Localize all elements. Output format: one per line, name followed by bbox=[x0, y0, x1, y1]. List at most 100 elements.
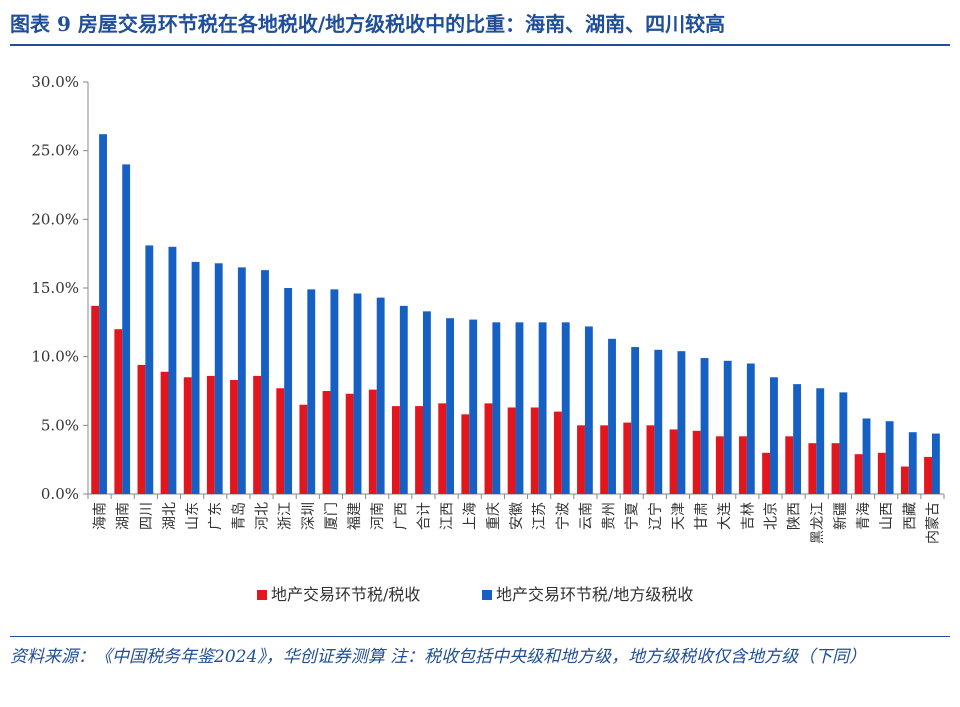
bar-tax-share bbox=[739, 436, 747, 494]
bar-tax-share bbox=[368, 389, 377, 494]
bar-local-tax-share bbox=[584, 326, 593, 494]
bar-tax-share bbox=[900, 466, 909, 494]
bar-local-tax-share bbox=[723, 360, 732, 494]
x-tick-label: 宁波 bbox=[554, 502, 571, 530]
bar-tax-share bbox=[623, 422, 632, 494]
bar-local-tax-share bbox=[561, 322, 570, 494]
bar-tax-share bbox=[715, 436, 724, 494]
bar-tax-share bbox=[137, 364, 146, 494]
x-tick-label: 湖南 bbox=[116, 502, 132, 530]
x-tick-label: 福建 bbox=[347, 502, 363, 530]
bar-tax-share bbox=[924, 456, 932, 494]
bar-tax-share bbox=[230, 380, 238, 494]
bar-local-tax-share bbox=[515, 322, 524, 494]
bar-local-tax-share bbox=[654, 349, 663, 494]
bar-tax-share bbox=[160, 371, 169, 494]
bar-local-tax-share bbox=[168, 246, 177, 494]
bar-chart: 0.0% 5.0% 10.0% 15.0% 20.0% 25.0% 30.0% 海南 湖南 四川湖… bbox=[31, 73, 945, 604]
bar-local-tax-share bbox=[122, 164, 131, 494]
bar-tax-share bbox=[785, 436, 794, 494]
bar-tax-share bbox=[692, 430, 701, 494]
bar-local-tax-share bbox=[746, 363, 755, 494]
x-tick-label: 山东 bbox=[185, 502, 201, 530]
bar-local-tax-share bbox=[631, 347, 640, 494]
bar-local-tax-share bbox=[538, 322, 547, 494]
x-tick-label: 江苏 bbox=[532, 502, 548, 530]
bar-local-tax-share bbox=[908, 432, 917, 494]
bar-local-tax-share bbox=[839, 392, 848, 494]
x-tick-label: 甘肃 bbox=[694, 502, 710, 530]
y-tick-label: 0.0% bbox=[41, 485, 79, 503]
bar-tax-share bbox=[577, 425, 585, 494]
bar-local-tax-share bbox=[330, 289, 339, 494]
bar-tax-share bbox=[183, 377, 192, 494]
bar-tax-share bbox=[415, 406, 423, 494]
bar-local-tax-share bbox=[145, 245, 154, 494]
x-tick-label: 青岛 bbox=[231, 502, 247, 530]
bar-local-tax-share bbox=[376, 297, 385, 494]
bar-local-tax-share bbox=[885, 421, 894, 494]
legend-label: 地产交易环节税/地方级税收 bbox=[496, 585, 693, 604]
bar-tax-share bbox=[114, 329, 123, 494]
bar-tax-share bbox=[808, 443, 817, 494]
bar-tax-share bbox=[484, 403, 493, 494]
bar-local-tax-share bbox=[770, 377, 778, 494]
bar-local-tax-share bbox=[862, 418, 871, 494]
x-tick-label: 吉林 bbox=[740, 502, 756, 530]
bar-tax-share bbox=[253, 375, 262, 494]
x-tick-label: 厦门 bbox=[324, 502, 340, 530]
x-tick-label: 新疆 bbox=[833, 502, 849, 530]
bar-local-tax-share bbox=[931, 433, 940, 494]
bar-tax-share bbox=[646, 425, 655, 494]
bar-local-tax-share bbox=[608, 338, 616, 494]
x-tick-label: 北京 bbox=[763, 502, 779, 530]
bar-local-tax-share bbox=[237, 267, 246, 494]
bar-tax-share bbox=[553, 411, 562, 494]
bar-tax-share bbox=[530, 407, 539, 494]
bar-local-tax-share bbox=[353, 293, 362, 494]
bar-local-tax-share bbox=[469, 319, 478, 494]
chart-title: 图表 9 房屋交易环节税在各地税收/地方级税收中的比重：海南、湖南、四川较高 bbox=[10, 12, 726, 36]
x-tick-label: 大连 bbox=[717, 502, 733, 530]
bar-tax-share bbox=[831, 443, 840, 494]
legend-swatch bbox=[482, 590, 492, 600]
x-tick-label: 合计 bbox=[416, 502, 432, 530]
bar-local-tax-share bbox=[422, 311, 431, 494]
x-tick-label: 天津 bbox=[671, 502, 687, 530]
x-tick-label: 宁夏 bbox=[624, 502, 641, 530]
x-tick-label: 江西 bbox=[440, 502, 456, 530]
bar-local-tax-share bbox=[793, 384, 802, 494]
bar-local-tax-share bbox=[99, 134, 107, 494]
x-tick-label: 广西 bbox=[393, 502, 409, 530]
footer-rule bbox=[10, 636, 950, 637]
x-tick-label: 重庆 bbox=[486, 502, 502, 530]
x-tick-label: 深圳 bbox=[301, 502, 317, 530]
bar-tax-share bbox=[299, 404, 308, 494]
y-tick-label: 10.0% bbox=[31, 348, 79, 366]
y-tick-label: 20.0% bbox=[31, 210, 79, 228]
bar-tax-share bbox=[276, 388, 285, 494]
x-tick-label: 内蒙古 bbox=[925, 502, 941, 544]
bar-tax-share bbox=[461, 414, 470, 494]
bar-tax-share bbox=[762, 452, 771, 494]
x-tick-label: 河北 bbox=[255, 502, 271, 530]
bar-tax-share bbox=[600, 425, 609, 494]
y-tick-label: 5.0% bbox=[41, 416, 79, 434]
bar-tax-share bbox=[669, 429, 678, 494]
x-tick-label: 四川 bbox=[139, 502, 155, 530]
x-tick-label: 河南 bbox=[370, 502, 386, 530]
x-tick-label: 辽宁 bbox=[647, 502, 664, 530]
x-tick-label: 湖北 bbox=[162, 502, 178, 530]
x-tick-label: 广东 bbox=[208, 502, 224, 530]
bar-local-tax-share bbox=[284, 288, 293, 494]
legend-swatch bbox=[257, 590, 267, 600]
x-tick-label: 陕西 bbox=[787, 502, 803, 530]
y-tick-label: 15.0% bbox=[31, 279, 79, 297]
x-tick-label: 浙江 bbox=[278, 502, 294, 530]
x-tick-label: 西藏 bbox=[902, 502, 918, 530]
bar-local-tax-share bbox=[261, 270, 269, 494]
bar-local-tax-share bbox=[191, 261, 200, 494]
bar-tax-share bbox=[877, 452, 886, 494]
x-tick-label: 云南 bbox=[578, 502, 594, 530]
bar-tax-share bbox=[391, 406, 400, 494]
